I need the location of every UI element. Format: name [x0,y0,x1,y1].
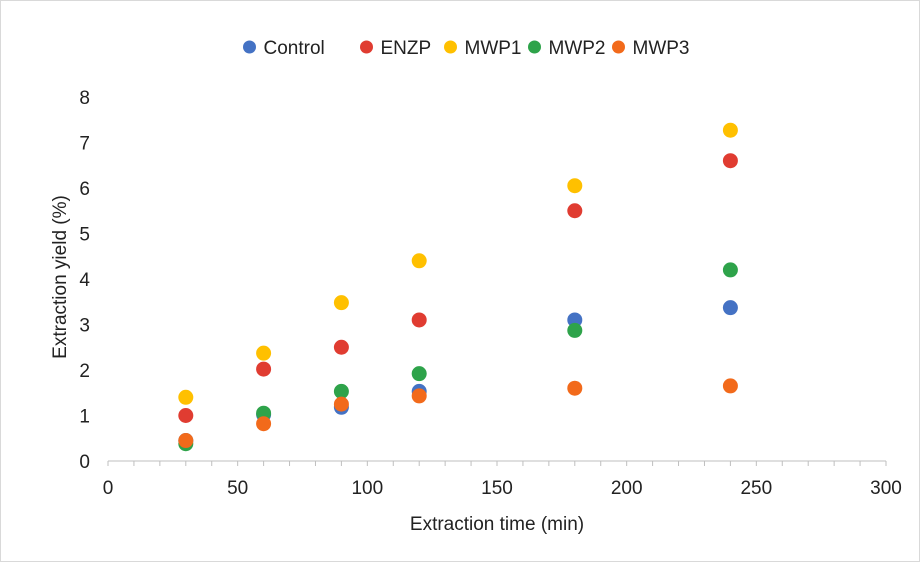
data-point [333,339,349,355]
x-tick-label: 250 [740,478,772,499]
data-point [178,389,194,405]
x-tick-label: 150 [481,478,513,499]
legend-marker [243,40,256,54]
axes: 0 50 100 150 200 250 300 0 1 2 3 4 5 6 7 8 [79,88,901,499]
data-point [722,153,738,169]
x-tick-label: 50 [227,478,248,499]
y-tick-label: 4 [79,270,90,291]
x-tick-label: 0 [103,478,114,499]
legend: Control ENZP MWP1 MWP2 MWP3 [243,38,690,59]
data-point [178,433,194,449]
data-point [567,312,583,328]
y-tick-label: 2 [79,361,90,382]
data-point [256,361,272,377]
legend-marker [528,40,541,54]
data-point [333,383,349,399]
data-point [333,396,349,412]
data-point [333,295,349,311]
legend-marker [444,40,457,54]
data-point [178,408,194,423]
data-point [256,345,272,361]
data-point [411,312,427,328]
legend-marker [612,40,625,54]
legend-marker [360,40,373,54]
y-tick-label: 3 [79,316,90,337]
legend-label: Control [264,38,325,59]
y-tick-label: 7 [79,134,90,155]
legend-label: ENZP [381,38,432,59]
y-tick-label: 8 [79,88,90,109]
legend-label: MWP2 [549,38,606,59]
data-point [256,405,272,421]
y-axis-label: Extraction yield (%) [50,195,71,359]
x-axis-label: Extraction time (min) [410,514,584,535]
data-points [178,122,738,452]
legend-label: MWP1 [465,38,522,59]
data-point [411,253,427,269]
data-point [567,380,583,396]
y-tick-label: 6 [79,179,90,200]
data-point [567,322,583,338]
x-tick-label: 200 [611,478,643,499]
data-point [722,122,738,138]
x-tick-label: 300 [870,478,902,499]
data-point [567,178,583,194]
data-point [722,378,738,394]
legend-label: MWP3 [633,38,690,59]
data-point [411,366,427,382]
y-tick-label: 1 [79,407,90,428]
data-point [411,388,427,404]
y-tick-label: 0 [79,452,90,473]
data-point [567,203,583,219]
data-point [722,300,738,316]
data-point [722,262,738,278]
x-tick-label: 100 [351,478,383,499]
data-point [256,416,272,432]
y-tick-label: 5 [79,225,90,246]
